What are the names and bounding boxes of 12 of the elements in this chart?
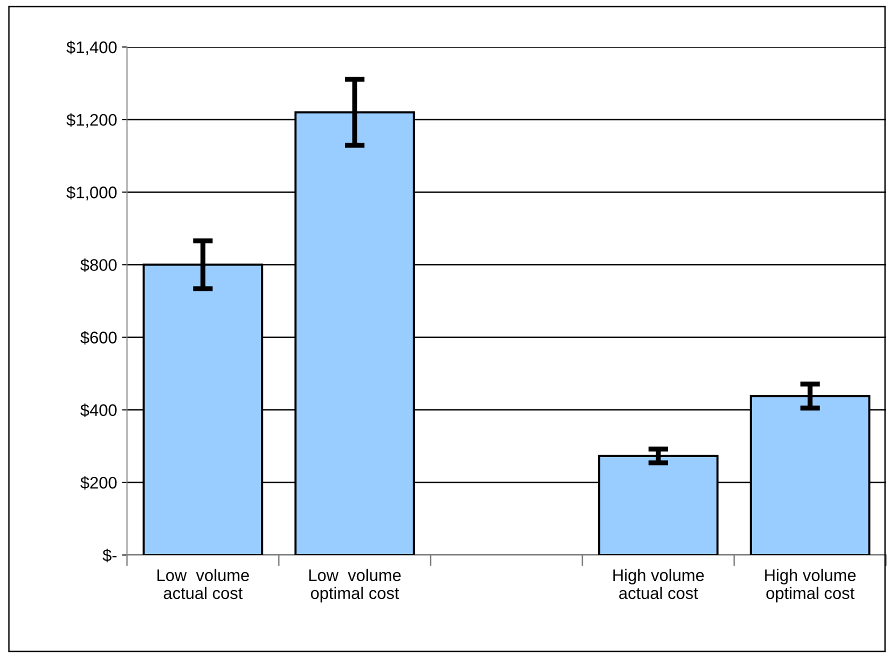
- y-tick-label: $1,000: [66, 186, 117, 200]
- y-tick-label: $800: [80, 258, 117, 272]
- y-tick-label: $-: [102, 548, 117, 562]
- y-tick-label: $600: [80, 330, 117, 344]
- x-tick-label: Low volume optimal cost: [309, 568, 401, 602]
- x-tick-label: High volume optimal cost: [765, 568, 856, 602]
- y-tick-label: $400: [80, 404, 117, 418]
- y-tick-label: $200: [80, 476, 117, 490]
- x-tick-label: Low volume actual cost: [157, 568, 249, 600]
- y-tick-label: $1,200: [66, 113, 117, 128]
- y-tick-label: $1,400: [66, 40, 117, 56]
- x-tick-label: High volume actual cost: [613, 568, 704, 600]
